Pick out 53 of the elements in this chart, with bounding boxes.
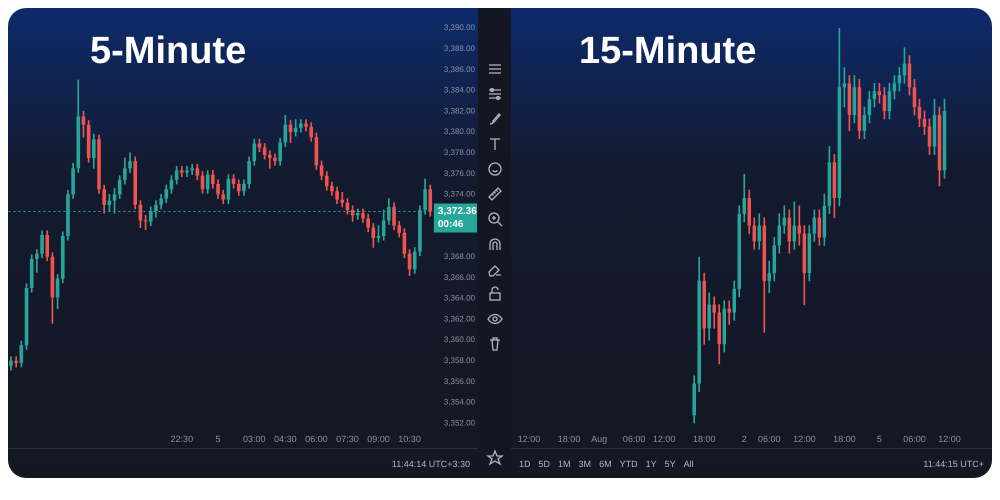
text: 11:44:14 UTC+3:30	[392, 459, 470, 469]
y-tick-label: 3,388.00	[444, 44, 476, 54]
y-tick-label: 3,360.00	[444, 335, 476, 344]
text: 6M	[599, 459, 612, 469]
x-tick-label: 2	[742, 434, 747, 444]
text: 1D	[519, 459, 531, 469]
y-tick-label: 3,386.00	[444, 64, 476, 74]
y-tick-label: 3,384.00	[444, 86, 476, 95]
y-tick-label: 3,374.00	[444, 190, 476, 199]
x-tick-label: 06:00	[903, 434, 926, 444]
text: 3M	[578, 459, 592, 469]
y-tick-label: 3,356.00	[444, 376, 476, 386]
x-tick-label: 12:00	[793, 434, 816, 444]
y-tick-label: 3,352.00	[444, 418, 476, 428]
x-tick-label: Aug	[591, 434, 608, 444]
y-tick-label: 3,380.00	[444, 127, 476, 136]
text: All	[684, 459, 694, 469]
y-tick-label: 3,354.00	[444, 398, 476, 407]
x-tick-label: 22:30	[170, 434, 194, 444]
y-tick-label: 3,390.00	[444, 23, 476, 32]
ref-line-label: 3,372.36 00:46	[438, 206, 478, 230]
text: 11:44:15 UTC+	[923, 459, 984, 469]
x-tick-label: 06:00	[622, 434, 646, 444]
x-tick-label: 07:30	[336, 434, 359, 444]
x-tick-label: 5	[216, 434, 221, 444]
text: 1M	[558, 459, 571, 469]
y-tick-label: 3,364.00	[444, 294, 476, 303]
x-tick-label: 06:00	[305, 434, 328, 444]
x-tick-label: 12:00	[518, 434, 540, 444]
x-tick-label: 03:00	[243, 434, 266, 444]
x-tick-label: 18:00	[692, 434, 716, 444]
y-tick-label: 3,382.00	[444, 106, 476, 116]
y-tick-label: 3,358.00	[444, 356, 476, 366]
x-tick-label: 12:00	[652, 434, 676, 444]
text: YTD	[620, 459, 638, 469]
x-tick-label: 06:00	[758, 434, 781, 444]
x-tick-label: 09:00	[367, 434, 390, 444]
x-tick-label: 04:30	[274, 434, 297, 444]
x-tick-label: 10:30	[398, 434, 421, 444]
y-tick-label: 3,368.00	[444, 252, 476, 262]
text: 5Y	[664, 459, 676, 469]
chart-title: 5-Minute	[90, 30, 246, 73]
text: 5D	[538, 459, 550, 469]
y-tick-label: 3,366.00	[444, 272, 476, 282]
text: 1Y	[646, 459, 657, 469]
x-tick-label: 12:00	[938, 434, 961, 444]
y-tick-label: 3,378.00	[444, 148, 476, 158]
x-tick-label: 18:00	[558, 434, 580, 444]
y-tick-label: 3,362.00	[444, 314, 476, 324]
y-tick-label: 3,376.00	[444, 168, 476, 178]
x-tick-label: 18:00	[833, 434, 856, 444]
x-tick-label: 5	[876, 434, 882, 444]
chart-title: 15-Minute	[579, 30, 756, 73]
